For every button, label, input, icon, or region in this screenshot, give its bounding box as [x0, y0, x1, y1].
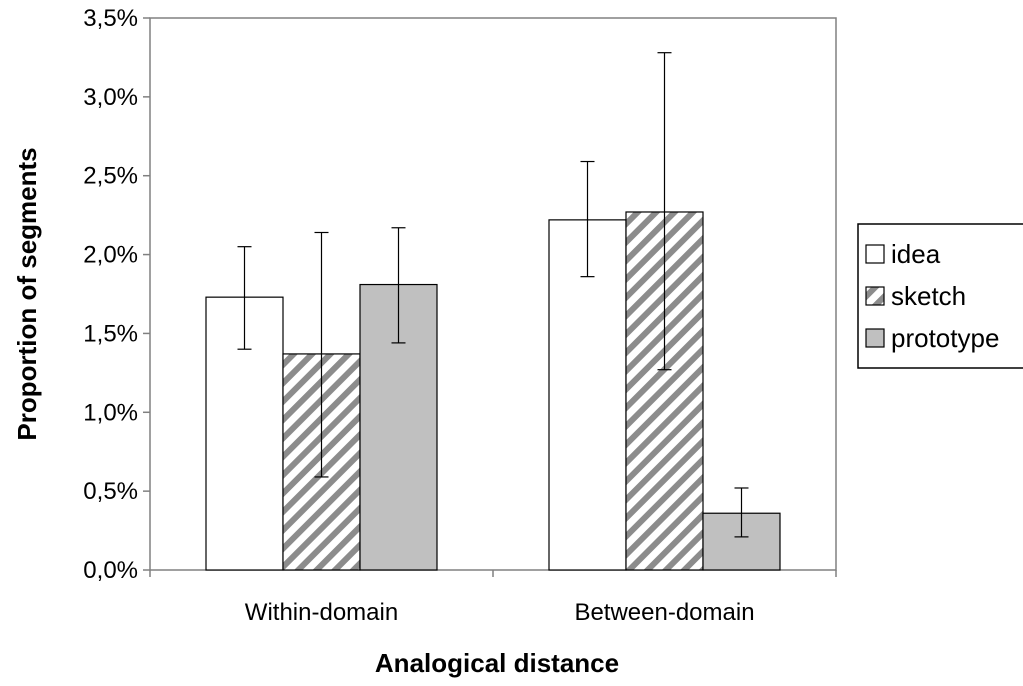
- legend-swatch-sketch: [865, 286, 885, 306]
- y-tick-label: 0,0%: [83, 557, 138, 584]
- legend-box: [857, 223, 1023, 369]
- y-tick-label: 1,5%: [83, 320, 138, 347]
- legend-label-sketch: sketch: [891, 281, 966, 311]
- x-axis-title: Analogical distance: [375, 648, 619, 678]
- y-axis: 0,0% 0,5% 1,0% 1,5% 2,0% 2,5% 3,0% 3,5%: [83, 5, 150, 584]
- y-tick-label: 3,0%: [83, 84, 138, 111]
- y-tick-label: 1,0%: [83, 399, 138, 426]
- y-tick-label: 0,5%: [83, 478, 138, 505]
- legend: idea sketch prototype: [857, 223, 1023, 369]
- y-axis-title: Proportion of segments: [12, 147, 42, 440]
- y-tick-label: 2,5%: [83, 163, 138, 190]
- y-tick-label: 3,5%: [83, 5, 138, 32]
- x-axis: Within-domain Between-domain: [149, 570, 837, 626]
- legend-swatch-prototype: [865, 328, 885, 348]
- x-category-label: Within-domain: [245, 599, 398, 626]
- error-bars: [237, 52, 749, 538]
- legend-label-prototype: prototype: [891, 323, 999, 353]
- x-category-label: Between-domain: [574, 599, 754, 626]
- y-tick-label: 2,0%: [83, 242, 138, 269]
- bars: [205, 211, 781, 571]
- bar-idea: [548, 219, 627, 571]
- legend-swatch-idea: [865, 244, 885, 264]
- legend-label-idea: idea: [891, 239, 941, 269]
